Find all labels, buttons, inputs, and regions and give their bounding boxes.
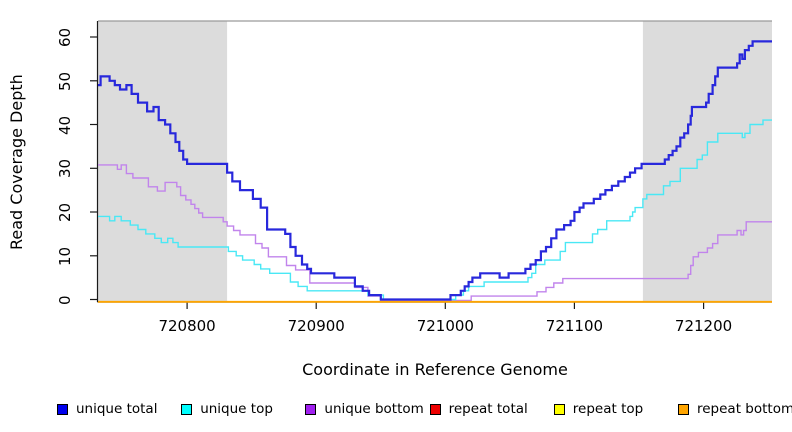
legend-item-unique-top: unique top <box>181 399 273 419</box>
legend-swatch-icon <box>57 403 68 415</box>
legend-item-repeat-bottom: repeat bottom <box>678 399 792 419</box>
legend-label: unique total <box>76 401 158 417</box>
shaded-repeat-region <box>642 21 772 302</box>
legend-item-unique-total: unique total <box>57 399 157 419</box>
x-axis-title: Coordinate in Reference Genome <box>302 360 568 379</box>
legend-swatch-icon <box>553 403 565 415</box>
x-tick-label: 721000 <box>416 317 474 335</box>
y-tick-label: 60 <box>56 27 74 47</box>
legend-swatch-icon <box>305 403 317 415</box>
shaded-repeat-region <box>98 21 228 302</box>
legend-label: repeat bottom <box>697 401 792 417</box>
x-tick-label: 721100 <box>545 317 604 335</box>
legend-swatch-icon <box>429 403 441 415</box>
series-line-unique-bottom <box>98 164 772 302</box>
legend-item-repeat-top: repeat top <box>553 399 644 419</box>
series-line-unique-total <box>98 40 772 301</box>
series-line-unique-top <box>98 119 772 301</box>
x-tick-label: 720800 <box>158 317 216 335</box>
chart-legend: unique total unique top unique bottom repea… <box>0 399 792 423</box>
x-tick-label: 721200 <box>674 317 733 335</box>
x-tick-label: 720900 <box>287 317 345 335</box>
legend-label: repeat top <box>572 401 644 417</box>
legend-item-repeat-total: repeat total <box>429 399 528 419</box>
legend-label: repeat total <box>448 401 528 417</box>
legend-swatch-icon <box>678 403 689 415</box>
y-axis-title: Read Coverage Depth <box>7 74 26 250</box>
legend-swatch-icon <box>181 403 193 415</box>
legend-label: unique top <box>200 401 273 417</box>
legend-label: unique bottom <box>324 401 424 417</box>
legend-item-unique-bottom: unique bottom <box>305 399 424 419</box>
